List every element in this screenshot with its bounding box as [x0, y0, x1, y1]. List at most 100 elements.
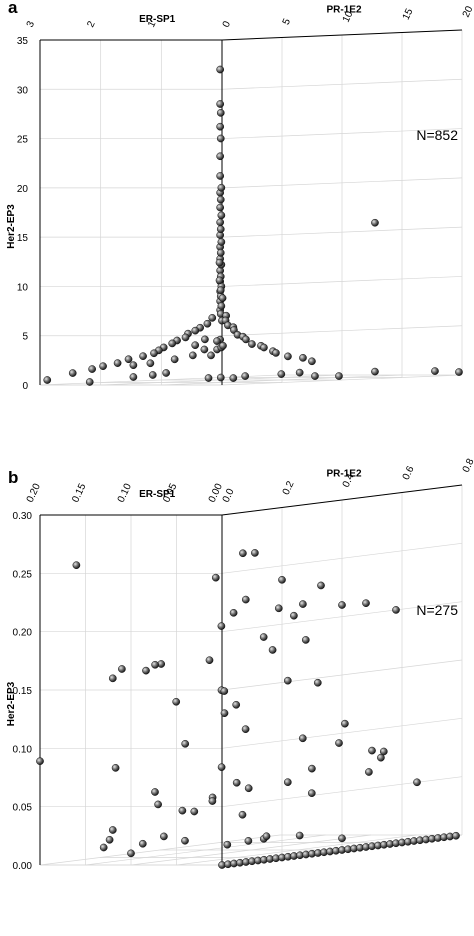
data-point — [139, 352, 147, 361]
data-point — [105, 835, 114, 844]
data-point — [162, 369, 170, 377]
z-tick-label: 35 — [17, 36, 29, 47]
data-point — [172, 697, 181, 706]
data-point — [138, 839, 147, 848]
data-point — [232, 778, 241, 787]
data-point — [379, 747, 388, 756]
z-tick-label: 30 — [17, 85, 29, 96]
data-point — [220, 709, 229, 718]
x-axis-title: PR-1E2 — [326, 469, 361, 480]
data-point — [216, 218, 225, 227]
data-point — [295, 831, 304, 840]
data-point — [216, 172, 225, 180]
data-point — [248, 340, 256, 348]
data-point — [368, 746, 376, 755]
data-point — [111, 764, 120, 772]
data-point — [283, 676, 292, 685]
data-point — [452, 831, 460, 840]
data-point — [313, 678, 322, 687]
z-tick-label: 0.10 — [13, 744, 33, 755]
data-point — [216, 203, 225, 212]
data-point — [216, 109, 225, 117]
data-point — [43, 376, 52, 384]
data-point — [99, 362, 107, 371]
box-edges — [39, 29, 463, 385]
panel-letter-b: b — [8, 468, 19, 487]
data-point — [290, 611, 298, 620]
data-point — [278, 575, 286, 584]
x-tick-label: 10 — [341, 9, 356, 24]
data-point — [216, 286, 225, 295]
data-point — [189, 351, 197, 360]
data-point — [127, 849, 135, 858]
data-point — [216, 100, 225, 108]
data-point — [217, 211, 226, 220]
y-tick-label: 2 — [85, 19, 98, 29]
data-point — [108, 826, 117, 834]
data-point — [338, 601, 346, 609]
data-point — [365, 768, 373, 776]
floor-grid-line — [39, 834, 281, 866]
z-tick-label: 10 — [17, 282, 29, 293]
data-point — [371, 367, 379, 376]
x-tick-label: 20 — [461, 4, 474, 19]
y-tick-label: 0.10 — [116, 482, 134, 505]
y-tick-label: 0.20 — [25, 482, 43, 505]
z-tick-label: 5 — [22, 332, 28, 343]
floor-grid-line — [176, 834, 417, 866]
data-point — [241, 595, 250, 604]
data-point — [216, 225, 225, 234]
x-axis-title: PR-1E2 — [326, 5, 361, 16]
data-point — [204, 374, 213, 382]
data-point — [151, 788, 159, 796]
data-point — [371, 218, 379, 227]
data-point — [229, 608, 238, 617]
data-point — [274, 604, 283, 613]
data-point — [108, 674, 117, 683]
data-point — [308, 764, 316, 773]
x-axis-line — [221, 29, 463, 41]
data-point — [392, 606, 400, 614]
data-point — [283, 778, 292, 787]
data-point — [178, 806, 187, 815]
data-point — [284, 352, 292, 361]
data-point — [413, 778, 421, 787]
x-tick-label: 0.8 — [461, 457, 474, 475]
data-point — [220, 687, 229, 695]
data-point — [216, 373, 225, 382]
z-tick-label: 0.20 — [13, 628, 33, 639]
z-tick-label: 0.00 — [13, 861, 33, 872]
data-points — [36, 549, 460, 869]
data-point — [203, 319, 212, 328]
data-point — [129, 361, 138, 370]
data-point — [213, 337, 221, 345]
data-point — [190, 807, 199, 816]
y-axis-title: ER-SP1 — [139, 14, 176, 25]
data-point — [113, 359, 122, 367]
z-tick-label: 15 — [17, 233, 29, 244]
data-point — [151, 660, 159, 669]
data-point — [308, 357, 316, 366]
x-axis-line — [221, 484, 463, 516]
scatter-3d-chart-a: 0 5 10 15 2012305101520253035PR-1E2ER-SP1Her… — [6, 4, 474, 392]
scatter-3d-chart-b: 0.0 0.2 0.4 0.6 0.80.000.050.100.150.200.000… — [6, 457, 474, 872]
data-point — [262, 832, 271, 841]
n-annotation: N=852 — [416, 127, 458, 143]
y-tick-label: 0.15 — [70, 482, 88, 505]
z-tick-label: 0.05 — [13, 803, 33, 814]
panel-a: a 0 5 10 15 20 1 2 3 0 5 10 15 20 25 30 35 PR-1E2 ER-SP1 H… — [6, 0, 474, 392]
y-axis-title: ER-SP1 — [139, 489, 176, 500]
data-point — [219, 341, 227, 350]
data-point — [341, 719, 349, 728]
data-point — [142, 666, 150, 675]
data-point — [217, 238, 226, 246]
data-point — [207, 351, 215, 360]
data-point — [216, 65, 225, 74]
data-point — [124, 355, 133, 364]
data-point — [241, 372, 250, 380]
z-axis-title: Her2-EP3 — [6, 681, 17, 726]
data-point — [148, 371, 157, 379]
data-point — [88, 365, 96, 373]
data-point — [238, 810, 247, 819]
data-point — [201, 335, 209, 344]
